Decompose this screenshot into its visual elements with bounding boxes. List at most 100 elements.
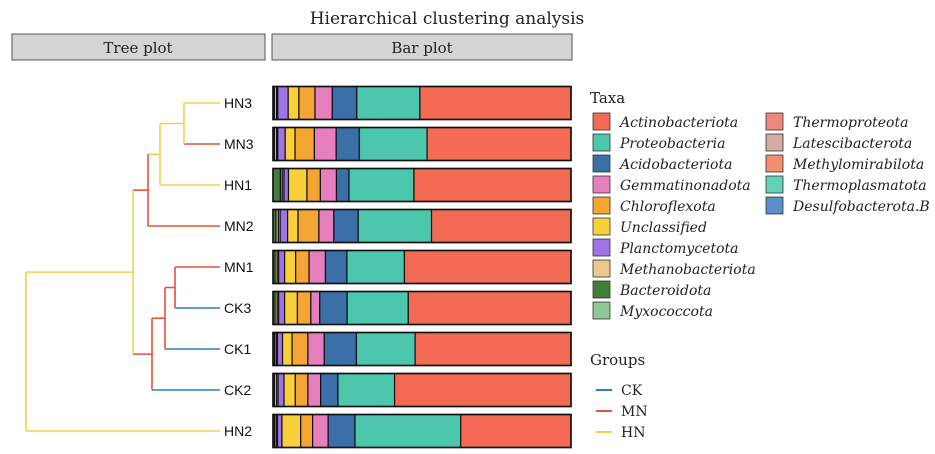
bar-segment-ck1-acidobacteriota [323,331,358,367]
group-label-ck: CK [621,383,643,399]
bar-segment-ck2-gemmatinonadota [307,372,322,408]
group-label-mn: MN [621,404,648,420]
legend-swatch-proteobacteria [592,133,611,152]
bar-segment-ck3-unclassified [284,290,299,326]
bar-panel-strip [271,33,573,61]
tree-panel-label: Tree plot [103,39,172,57]
legend-swatch-gemmatinonadota [592,175,611,194]
bar-segment-hn2-unclassified [281,413,302,449]
legend-swatch-methanobacteriota [592,259,611,278]
bar-segment-mn1-acidobacteriota [324,249,348,285]
bar-segment-hn2-gemmatinonadota [312,413,329,449]
bar-segment-hn1-acidobacteriota [335,167,350,203]
bar-segment-hn2-proteobacteria [354,413,462,449]
legend-label-bacteroidota: Bacteroidota [619,283,711,299]
bar-segment-hn1-gemmatinonadota [319,167,338,203]
legend-swatch-actinobacteriota [592,112,611,131]
bar-outline-mn3 [272,126,572,162]
bar-outline-mn1 [272,249,572,285]
bar-segment-mn3-actinobacteriota [426,126,572,162]
bar-segment-mn1-chloroflexota [295,249,310,285]
legend-label-acidobacteriota: Acidobacteriota [618,157,732,173]
legend-label-methylomirabilota: Methylomirabilota [792,157,924,173]
legend-label-gemmatinonadota: Gemmatinonadota [620,178,751,194]
bar-segment-ck3-planctomycetota [278,290,286,326]
bar-segment-hn1-planctomycetota [283,167,290,203]
bar-segment-ck1-proteobacteria [355,331,416,367]
bar-segment-hn3-proteobacteria [356,85,421,121]
taxa-legend-title: Taxa [590,89,625,107]
bar-outline-ck2 [272,372,572,408]
legend-swatch-acidobacteriota [592,154,611,173]
bar-segment-ck3-actinobacteriota [407,290,572,326]
taxa-legend: Actinobacteriota Proteobacteria Acidobacte… [592,112,930,320]
bar-segment-mn3-proteobacteria [358,126,428,162]
legend-swatch-thermoproteota [765,112,784,131]
bar-segment-mn3-gemmatinonadota [313,126,337,162]
bar-outline-ck1 [272,331,572,367]
legend-label-methanobacteriota: Methanobacteriota [619,262,756,278]
bar-segment-ck1-actinobacteriota [414,331,572,367]
bar-segment-mn2-unclassified [287,208,299,244]
legend-label-thermoplasmatota: Thermoplasmatota [793,178,927,194]
leaf-label-ck3: CK3 [224,300,251,316]
dendrogram [25,102,220,432]
bar-segment-ck3-acidobacteriota [319,290,348,326]
group-label-hn: HN [621,425,645,441]
bar-segment-mn2-chloroflexota [297,208,320,244]
legend-label-latescibacterota: Latescibacterota [792,136,912,152]
bar-segment-ck1-planctomycetota [276,331,284,367]
stacked-bars [272,85,572,449]
leaf-label-mn1: MN1 [224,259,254,275]
bar-segment-mn1-unclassified [284,249,297,285]
bar-panel-label: Bar plot [391,39,452,57]
legend-swatch-myxococcota [592,301,611,320]
bar-segment-ck2-unclassified [283,372,296,408]
bar-segment-mn3-planctomycetota [277,126,286,162]
legend-swatch-chloroflexota [592,196,611,215]
bar-outline-hn1 [272,167,572,203]
bar-segment-ck1-gemmatinonadota [307,331,325,367]
groups-legend-title: Groups [590,351,645,369]
bar-segment-hn3-chloroflexota [298,85,316,121]
bar-segment-mn2-gemmatinonadota [318,208,335,244]
leaf-label-ck2: CK2 [224,382,251,398]
bar-segment-hn3-unclassified [287,85,300,121]
bar-outline-hn3 [272,85,572,121]
bar-segment-hn1-actinobacteriota [413,167,572,203]
bar-segment-hn2-actinobacteriota [460,413,572,449]
legend-swatch-bacteroidota [592,280,611,299]
bar-segment-ck3-proteobacteria [346,290,409,326]
leaf-label-mn2: MN2 [224,218,254,234]
leaf-label-mn3: MN3 [224,136,254,152]
bar-segment-ck1-unclassified [281,331,293,367]
bar-segment-ck2-actinobacteriota [393,372,572,408]
bar-segment-mn3-unclassified [284,126,296,162]
bar-segment-mn2-acidobacteriota [333,208,359,244]
legend-label-chloroflexota: Chloroflexota [620,199,716,215]
bar-segment-hn3-acidobacteriota [331,85,358,121]
bar-outline-hn2 [272,413,572,449]
bar-segment-hn1-bacteroidota [272,167,282,203]
bar-segment-ck1-chloroflexota [291,331,309,367]
bar-segment-hn2-planctomycetota [276,413,283,449]
bar-segment-mn1-proteobacteria [346,249,406,285]
bar-segment-hn1-unclassified [287,167,308,203]
bar-segment-ck2-acidobacteriota [320,372,339,408]
bar-segment-hn3-actinobacteriota [419,85,572,121]
bar-segment-mn1-actinobacteriota [403,249,572,285]
bar-segment-mn2-proteobacteria [357,208,433,244]
legend-swatch-latescibacterota [765,133,784,152]
leaf-label-ck1: CK1 [224,341,251,357]
bar-outline-mn2 [272,208,572,244]
bar-segment-hn1-proteobacteria [348,167,415,203]
legend-label-actinobacteriota: Actinobacteriota [618,115,738,131]
bar-segment-mn3-chloroflexota [294,126,316,162]
leaf-label-hn3: HN3 [224,95,252,111]
bar-outline-ck3 [272,290,572,326]
legend-label-myxococcota: Myxococcota [619,304,713,320]
bar-segment-ck2-planctomycetota [277,372,285,408]
legend-swatch-methylomirabilota [765,154,784,173]
